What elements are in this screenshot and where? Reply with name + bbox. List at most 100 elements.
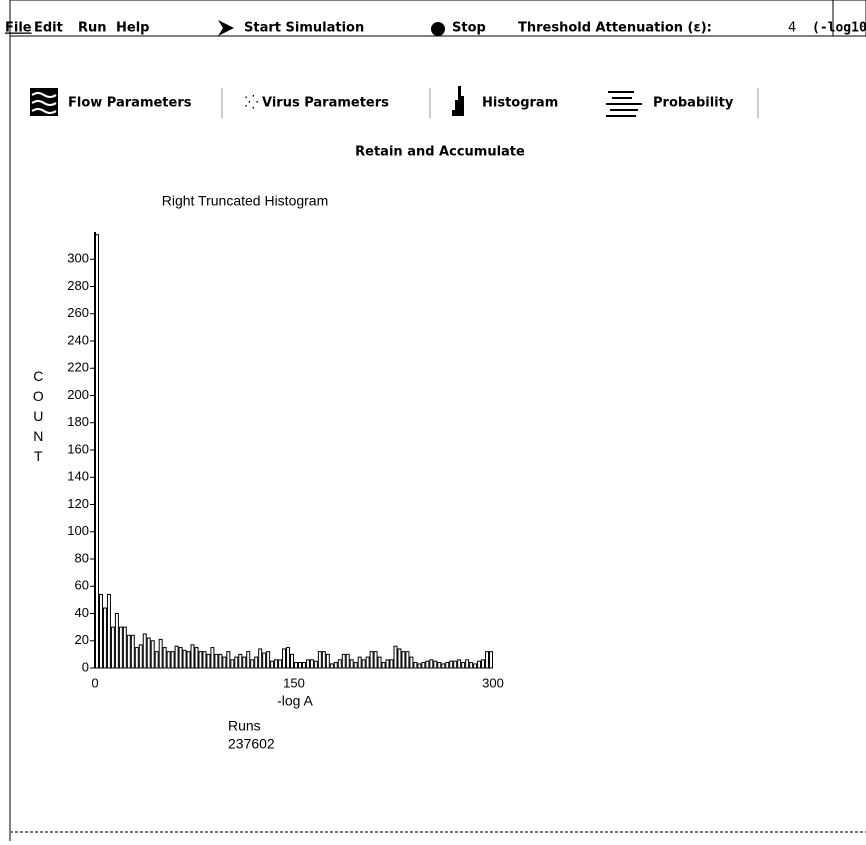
y-tick-label: 200: [67, 387, 89, 402]
bar: [389, 659, 394, 669]
y-tick-label: 180: [67, 414, 89, 429]
bar: [317, 651, 322, 669]
bar: [214, 653, 219, 669]
bar: [401, 651, 406, 669]
bar: [445, 662, 450, 669]
bar: [385, 659, 390, 669]
bar: [194, 647, 199, 669]
bar: [182, 649, 187, 669]
bar: [206, 653, 211, 669]
panel-title: Retain and Accumulate: [355, 145, 525, 160]
bar: [341, 653, 346, 669]
bar: [485, 651, 490, 669]
bar: [425, 660, 430, 669]
bar: [114, 613, 119, 669]
bar: [481, 659, 486, 669]
menu-item[interactable]: Help: [116, 21, 149, 36]
bar: [170, 651, 175, 669]
bar: [246, 651, 251, 669]
bar: [409, 656, 414, 669]
y-tick-label: 80: [75, 550, 89, 565]
bar: [282, 648, 287, 669]
tab[interactable]: Probability: [653, 96, 734, 111]
bar: [238, 653, 243, 669]
menu-item[interactable]: Edit: [34, 21, 63, 36]
bar: [222, 656, 227, 669]
y-axis-label: COUNT: [30, 368, 46, 468]
bar: [469, 662, 474, 669]
bar: [321, 651, 326, 669]
y-tick-label: 260: [67, 305, 89, 320]
tab[interactable]: Histogram: [482, 96, 558, 111]
bar: [234, 656, 239, 669]
bar: [489, 651, 493, 669]
bar: [230, 659, 235, 669]
bar: [138, 644, 143, 669]
stop-button[interactable]: Stop: [452, 21, 486, 36]
tab[interactable]: Flow Parameters: [68, 96, 192, 111]
bar: [178, 647, 183, 669]
runs-value: 237602: [228, 736, 275, 752]
bar: [154, 651, 159, 669]
bar: [337, 659, 342, 669]
bar: [110, 626, 115, 669]
play-icon[interactable]: [218, 20, 234, 36]
bar: [309, 659, 314, 669]
runs-label: Runs: [228, 718, 261, 734]
y-tick-label: 280: [67, 278, 89, 293]
bar: [477, 660, 482, 669]
threshold-input[interactable]: 4: [788, 21, 796, 36]
bar: [453, 660, 458, 669]
bar: [274, 659, 279, 669]
bar: [429, 659, 434, 669]
bar: [130, 634, 135, 669]
y-tick-label: 140: [67, 469, 89, 484]
tab-bar: Flow Parameters ⁚⁛ Virus Parameters Hist…: [30, 86, 759, 118]
bar: [250, 659, 255, 669]
bar: [313, 660, 318, 669]
bar: [353, 662, 358, 669]
y-tick-label: 100: [67, 523, 89, 538]
bar: [377, 656, 382, 669]
bar: [413, 662, 418, 669]
svg-text:⁚⁛: ⁚⁛: [244, 96, 259, 111]
bar: [262, 652, 267, 669]
bar: [305, 659, 310, 669]
bar: [218, 653, 223, 669]
bar: [122, 626, 127, 669]
x-axis-label: -log A: [277, 693, 313, 709]
y-tick-label: 220: [67, 360, 89, 375]
bar: [433, 660, 438, 669]
bar: [158, 638, 163, 669]
threshold-unit: (-log10): [812, 21, 866, 36]
bar: [106, 593, 111, 669]
bar: [457, 659, 462, 669]
bar: [198, 651, 203, 669]
bar: [421, 662, 426, 669]
bar: [333, 662, 338, 669]
bar: [146, 637, 151, 669]
bar: [405, 651, 410, 669]
bar: [162, 647, 167, 669]
bar: [118, 626, 123, 669]
y-tick-label: 60: [75, 578, 89, 593]
bar: [294, 662, 298, 669]
start-button[interactable]: Start Simulation: [244, 21, 364, 36]
bar: [134, 647, 139, 669]
bar: [98, 593, 103, 669]
bar: [266, 651, 271, 669]
y-tick-label: 120: [67, 496, 89, 511]
stop-icon[interactable]: [431, 22, 445, 36]
menu-item[interactable]: Run: [78, 21, 107, 36]
x-tick-label: 300: [482, 675, 504, 690]
bar: [325, 653, 330, 669]
bar: [174, 645, 179, 669]
y-tick-label: 0: [82, 659, 89, 674]
bar: [473, 663, 478, 669]
bar: [361, 659, 366, 669]
bar: [258, 648, 263, 669]
menu-item[interactable]: File: [5, 21, 32, 36]
tab[interactable]: Virus Parameters: [262, 96, 389, 111]
bar: [381, 662, 386, 669]
bar: [417, 663, 422, 669]
